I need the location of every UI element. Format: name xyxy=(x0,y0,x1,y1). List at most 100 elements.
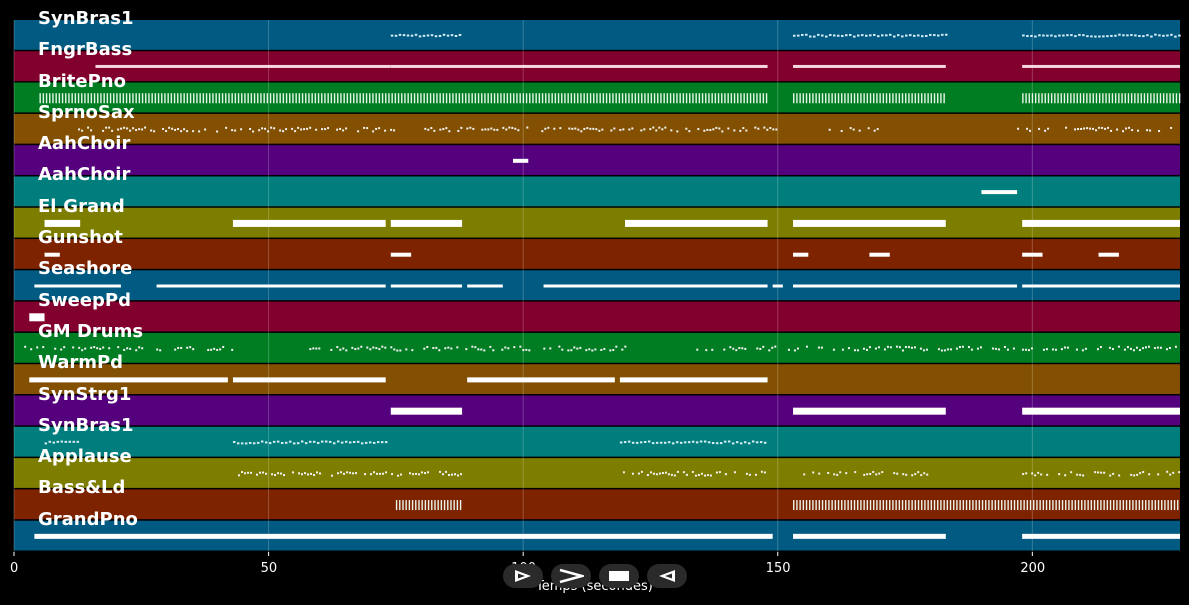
note-tick xyxy=(1084,500,1086,511)
note-dot xyxy=(405,348,408,351)
note-dot xyxy=(490,127,493,130)
note-tick xyxy=(1154,500,1157,511)
note-dot xyxy=(52,441,56,444)
note-tick xyxy=(1089,93,1091,104)
note-dot xyxy=(248,441,252,444)
note-tick xyxy=(812,93,814,104)
note-tick xyxy=(68,93,70,104)
note-tick xyxy=(269,93,272,104)
note-dot xyxy=(833,34,836,37)
note-dot xyxy=(165,130,168,133)
note-dot xyxy=(180,130,183,133)
note-tick xyxy=(154,93,157,104)
note-tick xyxy=(436,93,438,104)
note-dot xyxy=(457,474,460,477)
note-dot xyxy=(1104,127,1107,130)
note-dot xyxy=(646,474,649,477)
note-dot xyxy=(56,440,60,443)
note-tick xyxy=(895,500,897,511)
note-tick xyxy=(625,93,627,104)
note-dot xyxy=(772,128,775,131)
note-dot xyxy=(44,442,48,445)
note-tick xyxy=(516,93,518,104)
note-tick xyxy=(481,93,483,104)
forward-button[interactable] xyxy=(551,564,591,588)
note-dot xyxy=(501,348,504,351)
note-tick xyxy=(535,93,537,104)
note-dot xyxy=(729,346,732,349)
note-dot xyxy=(1135,346,1138,349)
note-dot xyxy=(422,34,426,37)
note-dot xyxy=(400,473,403,476)
note-dot xyxy=(189,346,192,349)
note-dot xyxy=(78,346,81,349)
note-dot xyxy=(631,472,634,475)
note-dot xyxy=(1153,347,1156,350)
note-dot xyxy=(123,126,126,129)
note-dot xyxy=(1066,346,1069,349)
note-dot xyxy=(658,126,661,129)
note-dot xyxy=(741,347,744,350)
note-dot xyxy=(1148,473,1151,476)
note-dot xyxy=(723,440,727,443)
note-dot xyxy=(312,440,316,443)
note-tick xyxy=(97,93,99,104)
note-tick xyxy=(447,500,449,511)
note-tick xyxy=(882,93,885,104)
note-dot xyxy=(360,442,364,445)
note-tick xyxy=(991,500,993,511)
note-tick xyxy=(933,500,936,511)
note-tick xyxy=(1086,93,1088,104)
note-dot xyxy=(1169,473,1172,476)
note-dot xyxy=(84,347,87,350)
rewind-button[interactable] xyxy=(647,564,687,588)
note-dot xyxy=(433,129,436,132)
note-dot xyxy=(738,347,741,350)
note-tick xyxy=(1103,500,1105,511)
note-dot xyxy=(445,470,448,473)
note-dot xyxy=(745,472,748,475)
note-dot xyxy=(751,440,755,443)
note-dot xyxy=(621,348,624,351)
note-bar xyxy=(34,284,121,288)
note-tick xyxy=(567,93,569,104)
note-dot xyxy=(1125,127,1128,130)
note-dot xyxy=(1080,127,1083,130)
note-dot xyxy=(451,473,454,476)
note-tick xyxy=(408,500,411,511)
note-dot xyxy=(820,346,823,349)
note-tick xyxy=(151,93,153,104)
note-tick xyxy=(45,93,48,104)
play-button[interactable] xyxy=(503,564,543,588)
note-tick xyxy=(644,93,646,104)
note-dot xyxy=(90,346,93,349)
note-dot xyxy=(292,471,295,474)
note-tick xyxy=(445,93,448,104)
note-dot xyxy=(460,126,463,129)
note-dot xyxy=(1147,345,1150,348)
note-dot xyxy=(667,473,670,476)
note-dot xyxy=(336,346,339,349)
note-dot xyxy=(866,473,869,476)
note-dot xyxy=(1117,345,1120,348)
note-dot xyxy=(480,348,483,351)
note-dot xyxy=(687,441,691,444)
stop-button[interactable] xyxy=(599,564,639,588)
note-tick xyxy=(1178,93,1181,104)
note-dot xyxy=(268,442,272,445)
note-tick xyxy=(602,93,605,104)
note-bar xyxy=(44,219,81,227)
note-dot xyxy=(658,472,661,475)
note-tick xyxy=(676,93,678,104)
note-dot xyxy=(1162,34,1165,37)
note-dot xyxy=(543,347,546,350)
note-dot xyxy=(839,471,842,474)
note-tick xyxy=(805,500,808,511)
note-tick xyxy=(805,93,808,104)
note-tick xyxy=(365,93,368,104)
note-dot xyxy=(337,472,340,475)
note-tick xyxy=(1092,93,1094,104)
note-tick xyxy=(417,93,419,104)
note-dot xyxy=(1166,34,1169,37)
note-tick xyxy=(170,93,173,104)
